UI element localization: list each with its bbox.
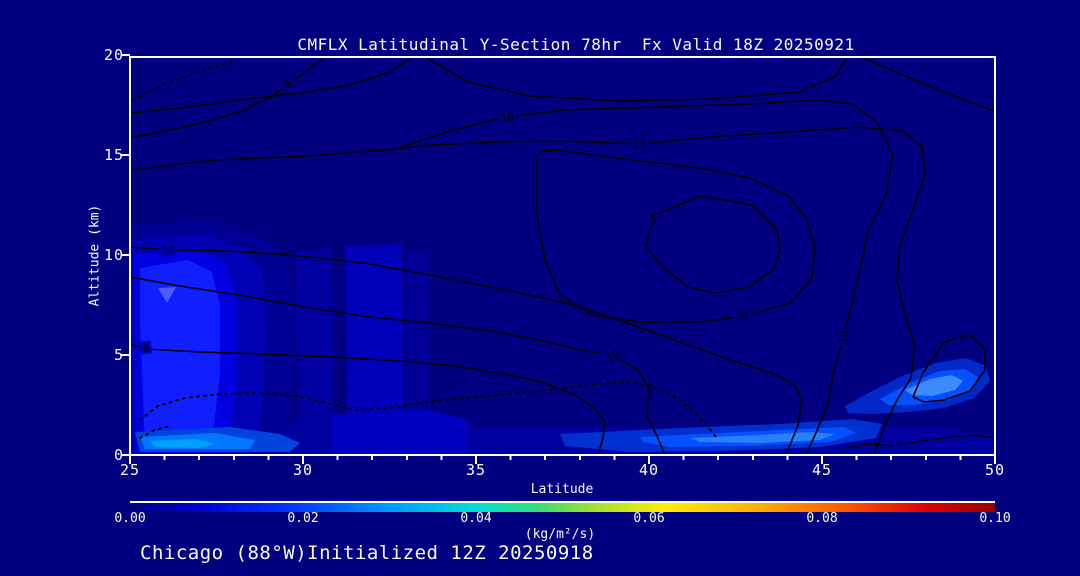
y-tick-label: 5	[113, 346, 124, 364]
svg-text:10: 10	[836, 330, 850, 344]
svg-text:10: 10	[604, 348, 622, 366]
svg-text:20: 20	[735, 310, 749, 324]
colorbar-units: (kg/m²/s)	[524, 527, 596, 542]
svg-text:0: 0	[142, 342, 150, 356]
svg-text:5: 5	[895, 439, 909, 449]
colorbar-tick-label: 0.10	[979, 511, 1011, 526]
svg-text:20: 20	[633, 138, 647, 152]
axes-frame	[121, 54, 996, 464]
x-tick-label: 40	[638, 461, 660, 479]
x-axis-label: Latitude	[530, 482, 594, 497]
plot-title: CMFLX Latitudinal Y-Section 78hr Fx Vali…	[297, 35, 855, 54]
y-tick-label: 15	[103, 146, 124, 164]
colorbar	[130, 501, 995, 512]
x-tick-label: 35	[465, 461, 487, 479]
contour-lines	[130, 57, 995, 455]
footer-init-text: Chicago (88°W)Initialized 12Z 20250918	[140, 542, 594, 564]
colorbar-tick-label: 0.00	[114, 511, 146, 526]
y-tick-label: 20	[103, 46, 124, 64]
svg-text:10: 10	[500, 110, 515, 125]
shaded-regions	[130, 220, 993, 455]
colorbar-tick-label: 0.08	[806, 511, 838, 526]
svg-text:10: 10	[161, 244, 175, 258]
y-tick-label: 10	[103, 246, 124, 264]
x-tick-label: 25	[119, 461, 141, 479]
x-tick-label: 45	[811, 461, 833, 479]
colorbar-tick-label: 0.02	[287, 511, 319, 526]
colorbar-tick-label: 0.06	[633, 511, 665, 526]
x-tick-label: 50	[984, 461, 1006, 479]
x-tick-label: 30	[292, 461, 314, 479]
y-tick-label: 0	[113, 446, 124, 464]
colorbar-tick-label: 0.04	[460, 511, 492, 526]
